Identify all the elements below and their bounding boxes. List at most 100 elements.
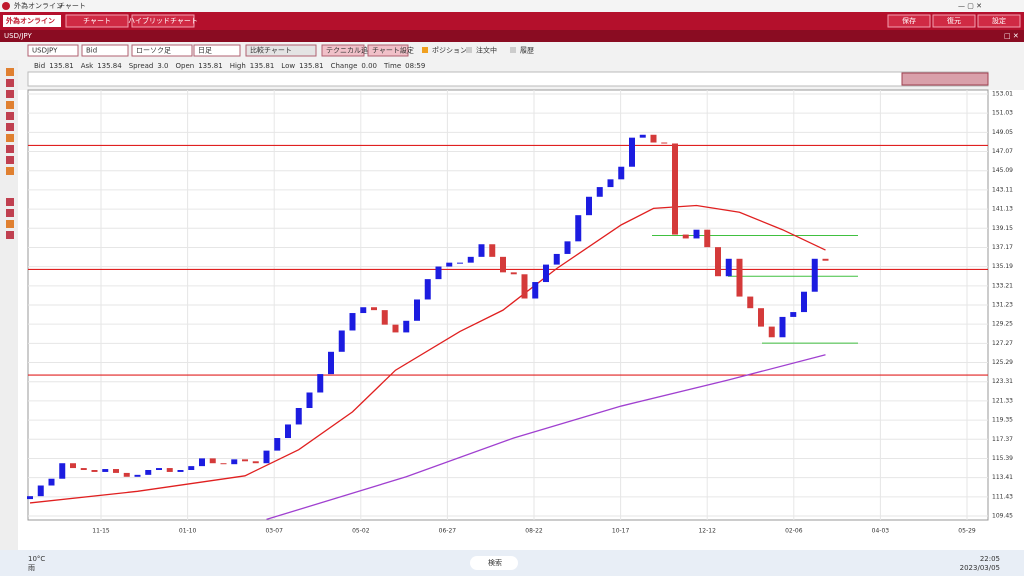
toolbar-label[interactable]: 比較チャート bbox=[250, 46, 292, 55]
toolbar-control[interactable] bbox=[27, 44, 79, 57]
menu-label[interactable]: 復元 bbox=[947, 16, 961, 25]
candle[interactable] bbox=[639, 134, 646, 138]
candle[interactable] bbox=[822, 258, 829, 261]
candle[interactable] bbox=[629, 137, 635, 167]
candle[interactable] bbox=[209, 458, 216, 464]
candle[interactable] bbox=[736, 258, 743, 297]
candle[interactable] bbox=[596, 187, 603, 197]
candle[interactable] bbox=[360, 307, 367, 314]
tool-icon[interactable] bbox=[6, 209, 14, 217]
candle[interactable] bbox=[693, 229, 700, 239]
menu-button[interactable] bbox=[932, 14, 976, 28]
candle[interactable] bbox=[779, 316, 786, 338]
candle[interactable] bbox=[59, 463, 66, 479]
candle[interactable] bbox=[811, 258, 818, 292]
candle[interactable] bbox=[123, 472, 130, 477]
toolbar-control[interactable] bbox=[321, 44, 365, 57]
candle[interactable] bbox=[403, 320, 410, 333]
tool-icon[interactable] bbox=[6, 231, 14, 239]
candle[interactable] bbox=[758, 308, 764, 327]
candle[interactable] bbox=[274, 438, 281, 451]
candle[interactable] bbox=[747, 296, 754, 309]
tool-icon[interactable] bbox=[6, 68, 14, 76]
search-box[interactable] bbox=[470, 556, 518, 570]
candle[interactable] bbox=[543, 264, 549, 283]
toolbar-label[interactable]: USDJPY bbox=[32, 47, 58, 55]
candle[interactable] bbox=[252, 461, 259, 464]
candle[interactable] bbox=[435, 266, 442, 280]
tool-icon[interactable] bbox=[6, 145, 14, 153]
menu-button[interactable] bbox=[131, 14, 195, 28]
candle[interactable] bbox=[801, 291, 807, 313]
tool-icon[interactable] bbox=[6, 134, 14, 142]
candle[interactable] bbox=[349, 313, 356, 331]
candle[interactable] bbox=[790, 312, 797, 317]
navigator[interactable] bbox=[27, 71, 989, 87]
candle[interactable] bbox=[586, 196, 592, 216]
checkbox-label[interactable]: ポジション bbox=[432, 47, 467, 55]
tool-icon[interactable] bbox=[6, 198, 14, 206]
menu-button[interactable] bbox=[887, 14, 931, 28]
candle[interactable] bbox=[27, 496, 33, 500]
candle[interactable] bbox=[457, 262, 463, 264]
tool-icon[interactable] bbox=[6, 112, 14, 120]
candle[interactable] bbox=[682, 234, 689, 239]
candle[interactable] bbox=[478, 244, 485, 257]
toolbar-control[interactable] bbox=[193, 44, 241, 57]
candle[interactable] bbox=[521, 274, 528, 299]
candle[interactable] bbox=[177, 470, 184, 472]
candle[interactable] bbox=[134, 474, 141, 477]
checkbox[interactable] bbox=[466, 47, 472, 53]
candle[interactable] bbox=[414, 299, 420, 321]
checkbox[interactable] bbox=[510, 47, 516, 53]
candle[interactable] bbox=[661, 142, 668, 144]
search-label[interactable]: 検索 bbox=[488, 558, 502, 567]
checkbox[interactable] bbox=[422, 47, 428, 53]
tab-controls[interactable]: □ ✕ bbox=[1004, 32, 1019, 40]
candle[interactable] bbox=[48, 478, 55, 486]
win-controls[interactable]: — ▢ ✕ bbox=[958, 2, 982, 10]
candle[interactable] bbox=[607, 179, 614, 188]
candle[interactable] bbox=[704, 229, 711, 248]
candle[interactable] bbox=[166, 468, 173, 472]
candle[interactable] bbox=[725, 258, 732, 277]
navigator-slider[interactable] bbox=[901, 72, 989, 86]
candle[interactable] bbox=[338, 330, 345, 352]
checkbox-label[interactable]: 注文中 bbox=[476, 46, 497, 55]
candle[interactable] bbox=[199, 458, 205, 467]
tool-icon[interactable] bbox=[6, 156, 14, 164]
candle[interactable] bbox=[145, 470, 152, 475]
toolbar-control[interactable] bbox=[245, 44, 317, 57]
tool-icon[interactable] bbox=[6, 123, 14, 131]
toolbar-label[interactable]: チャート設定 bbox=[372, 46, 414, 55]
candle[interactable] bbox=[510, 272, 517, 275]
candle[interactable] bbox=[768, 326, 775, 338]
candle[interactable] bbox=[424, 279, 431, 300]
candle[interactable] bbox=[553, 253, 560, 265]
candle[interactable] bbox=[650, 134, 657, 143]
candle[interactable] bbox=[618, 166, 625, 180]
tool-icon[interactable] bbox=[6, 220, 14, 228]
candle[interactable] bbox=[306, 392, 313, 408]
candle[interactable] bbox=[489, 244, 496, 257]
tool-icon[interactable] bbox=[6, 101, 14, 109]
candle[interactable] bbox=[285, 424, 291, 439]
checkbox-label[interactable]: 履歴 bbox=[520, 47, 534, 55]
candle[interactable] bbox=[392, 324, 399, 333]
candle[interactable] bbox=[91, 470, 98, 472]
candle[interactable] bbox=[446, 262, 453, 267]
candle[interactable] bbox=[188, 466, 195, 471]
candle[interactable] bbox=[156, 468, 162, 471]
candle[interactable] bbox=[263, 450, 270, 464]
tool-icon[interactable] bbox=[6, 90, 14, 98]
pair-tab[interactable]: USD/JPY bbox=[4, 32, 32, 40]
candle[interactable] bbox=[113, 469, 119, 473]
menu-button[interactable] bbox=[65, 14, 129, 28]
menu-label[interactable]: 保存 bbox=[902, 16, 916, 25]
candle[interactable] bbox=[371, 307, 377, 311]
candle[interactable] bbox=[295, 407, 302, 425]
menu-label[interactable]: 設定 bbox=[992, 16, 1006, 25]
candle[interactable] bbox=[715, 247, 721, 277]
menu-button[interactable] bbox=[977, 14, 1021, 28]
candle[interactable] bbox=[532, 282, 539, 299]
